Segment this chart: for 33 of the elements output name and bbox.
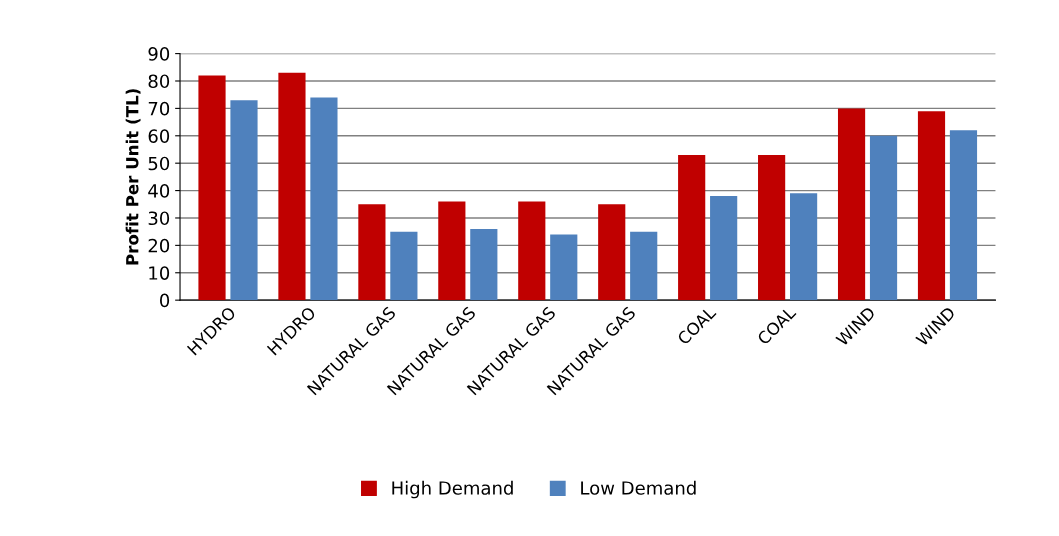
y-axis-title: Profit Per Unit (TL)	[125, 89, 141, 265]
y-tick-label: 30	[148, 211, 170, 226]
bar	[758, 154, 786, 301]
y-tick-label: 20	[148, 238, 170, 253]
bar	[198, 75, 226, 301]
bar	[358, 204, 386, 301]
legend-label: High Demand	[392, 480, 513, 499]
y-tick-label: 40	[148, 184, 170, 198]
bar	[869, 135, 898, 301]
bar	[598, 204, 626, 301]
bar	[310, 97, 338, 301]
bar	[390, 231, 418, 301]
bar	[949, 130, 978, 301]
bar	[837, 108, 866, 301]
bar	[710, 196, 738, 301]
y-tick-label: 0	[160, 293, 170, 308]
y-tick-label: 10	[149, 266, 170, 280]
y-tick-label: 50	[148, 156, 170, 171]
bar	[470, 228, 498, 301]
bar	[917, 111, 946, 301]
bar	[278, 72, 306, 301]
bar	[550, 234, 578, 301]
bar	[230, 100, 258, 301]
bar	[518, 201, 546, 301]
legend-label: Low Demand	[581, 480, 696, 495]
y-tick-label: 90	[148, 47, 170, 61]
y-tick-label: 60	[148, 129, 170, 143]
y-tick-label: 70	[148, 101, 170, 116]
bar	[790, 193, 818, 301]
bar	[630, 231, 658, 301]
y-tick-label: 80	[148, 74, 170, 89]
bar	[678, 154, 706, 301]
bar	[438, 201, 466, 301]
